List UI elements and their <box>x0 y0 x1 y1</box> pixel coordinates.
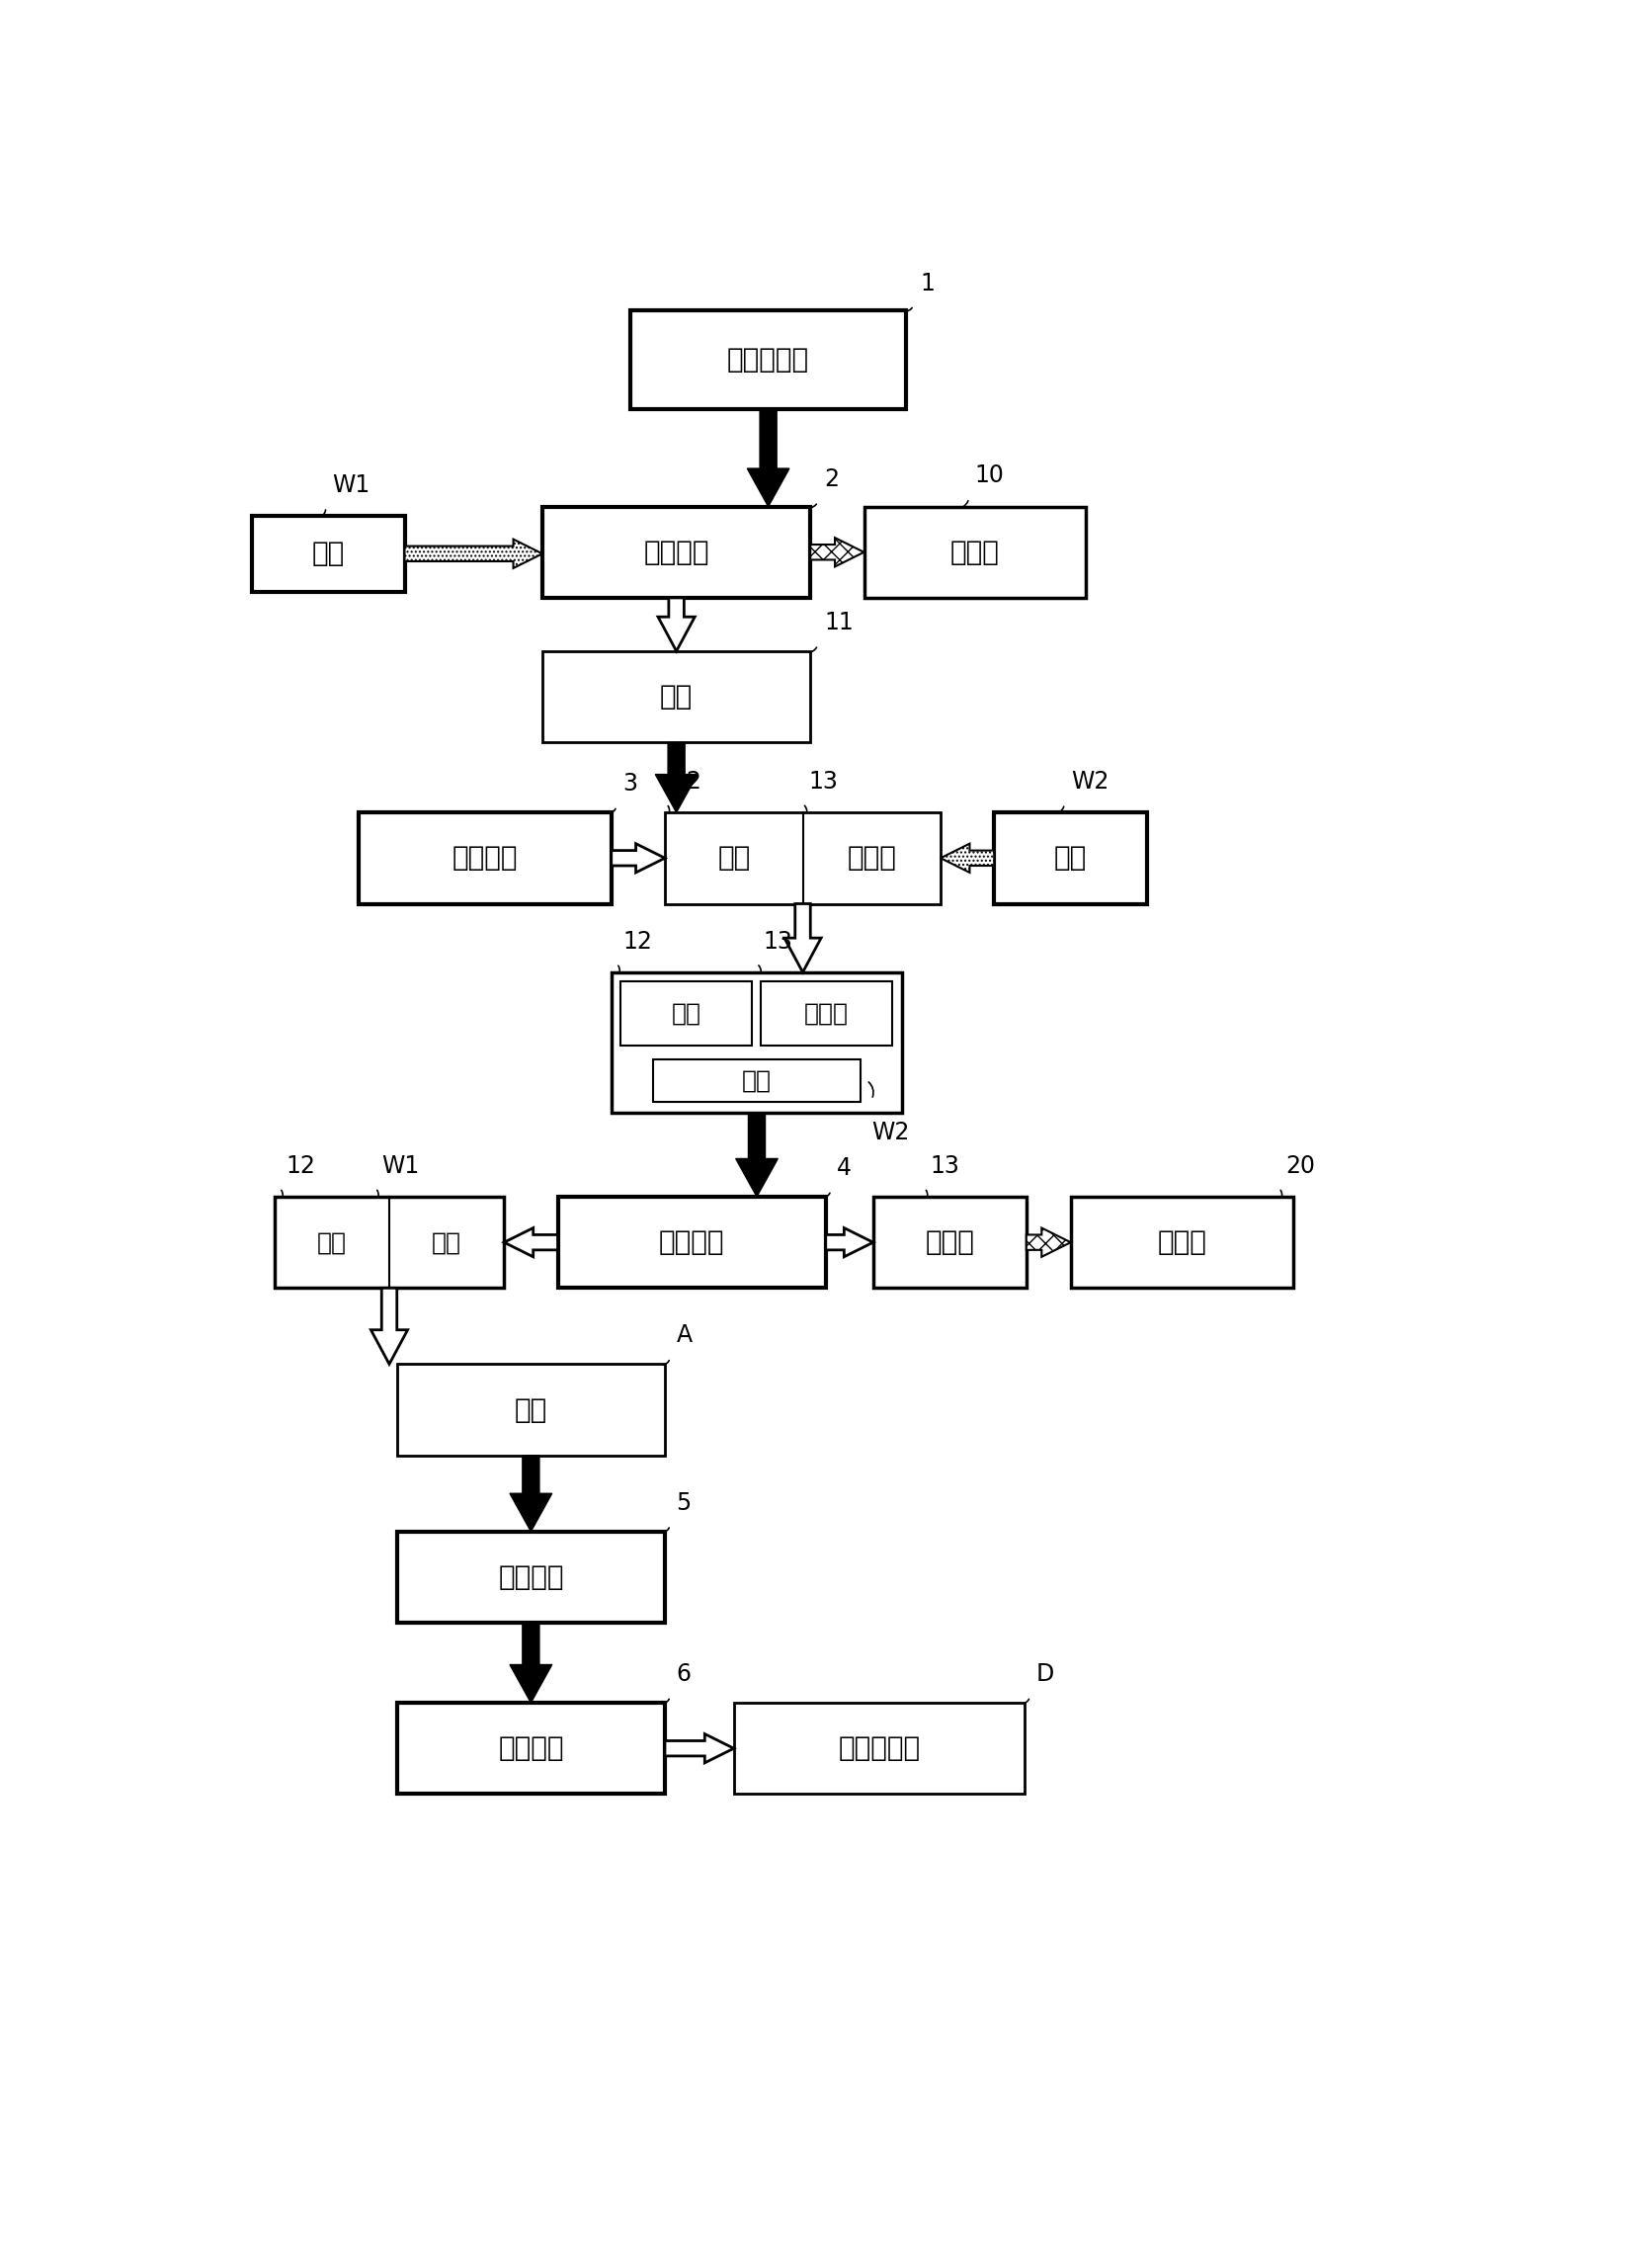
FancyArrow shape <box>612 844 664 873</box>
Bar <box>664 812 940 903</box>
Text: 5: 5 <box>676 1490 692 1515</box>
Text: 果纤维: 果纤维 <box>847 844 896 871</box>
Bar <box>620 982 753 1046</box>
Text: 13: 13 <box>763 930 792 953</box>
Bar <box>733 1703 1024 1794</box>
FancyArrow shape <box>658 599 695 651</box>
Text: 产品二: 产品二 <box>1157 1229 1207 1256</box>
Text: 无患子果液: 无患子果液 <box>838 1735 921 1762</box>
Text: 果肉: 果肉 <box>671 1002 702 1025</box>
Text: 11: 11 <box>824 610 853 635</box>
Bar <box>543 506 810 599</box>
FancyArrow shape <box>737 1114 778 1198</box>
Text: W1: W1 <box>381 1154 419 1177</box>
Text: 无患子果实: 无患子果实 <box>727 345 809 374</box>
FancyArrow shape <box>510 1456 552 1531</box>
Bar <box>630 311 906 408</box>
Bar <box>612 973 903 1114</box>
Text: 3: 3 <box>623 771 638 796</box>
Text: 果纤维: 果纤维 <box>926 1229 975 1256</box>
FancyArrow shape <box>664 1735 733 1762</box>
Bar <box>653 1059 860 1102</box>
Bar <box>865 506 1087 599</box>
Text: 6: 6 <box>676 1662 690 1685</box>
Text: 10: 10 <box>975 463 1004 488</box>
Bar <box>396 1531 664 1624</box>
FancyArrow shape <box>940 844 995 873</box>
Text: 分离装置: 分离装置 <box>452 844 518 871</box>
FancyArrow shape <box>372 1288 408 1363</box>
Text: 2: 2 <box>824 467 838 492</box>
Text: 12: 12 <box>286 1154 316 1177</box>
Text: 1: 1 <box>921 272 934 295</box>
Text: 4: 4 <box>837 1157 852 1179</box>
Text: 12: 12 <box>623 930 653 953</box>
Bar <box>396 1363 664 1456</box>
Text: 果液: 果液 <box>515 1395 547 1424</box>
FancyArrow shape <box>784 903 820 973</box>
FancyArrow shape <box>656 742 697 812</box>
Text: 果肉: 果肉 <box>717 844 750 871</box>
Text: 液体: 液体 <box>1054 844 1087 871</box>
Bar <box>252 515 404 592</box>
Text: 蒸煮装置: 蒸煮装置 <box>498 1563 564 1592</box>
Text: W1: W1 <box>332 474 370 497</box>
Bar <box>1070 1198 1292 1288</box>
Bar <box>358 812 612 903</box>
Text: D: D <box>1036 1662 1054 1685</box>
Bar <box>873 1198 1026 1288</box>
Text: 液体: 液体 <box>312 540 345 567</box>
Text: 透析装置: 透析装置 <box>643 538 709 567</box>
Text: 12: 12 <box>672 769 702 794</box>
Text: 真空装置: 真空装置 <box>498 1735 564 1762</box>
Text: 液体: 液体 <box>741 1068 771 1093</box>
Text: 液体: 液体 <box>432 1232 462 1254</box>
Text: A: A <box>676 1325 692 1347</box>
Bar <box>275 1198 505 1288</box>
Text: 13: 13 <box>809 769 838 794</box>
FancyArrow shape <box>825 1227 873 1256</box>
FancyArrow shape <box>1026 1227 1070 1256</box>
FancyArrow shape <box>748 408 789 506</box>
Text: 产品一: 产品一 <box>950 538 1000 567</box>
Bar <box>543 651 810 742</box>
Text: 13: 13 <box>931 1154 960 1177</box>
Text: 果纤维: 果纤维 <box>804 1002 848 1025</box>
Text: 果肉: 果肉 <box>317 1232 347 1254</box>
FancyArrow shape <box>505 1227 557 1256</box>
Bar <box>761 982 893 1046</box>
Bar <box>995 812 1148 903</box>
Bar <box>557 1198 825 1288</box>
Text: 20: 20 <box>1286 1154 1315 1177</box>
FancyArrow shape <box>510 1624 552 1703</box>
Bar <box>396 1703 664 1794</box>
Text: 果皮: 果皮 <box>659 683 692 710</box>
Text: 压榨装置: 压榨装置 <box>659 1229 725 1256</box>
Text: W2: W2 <box>871 1120 909 1145</box>
Text: W2: W2 <box>1070 769 1108 794</box>
FancyArrow shape <box>404 540 543 569</box>
FancyArrow shape <box>810 538 865 567</box>
